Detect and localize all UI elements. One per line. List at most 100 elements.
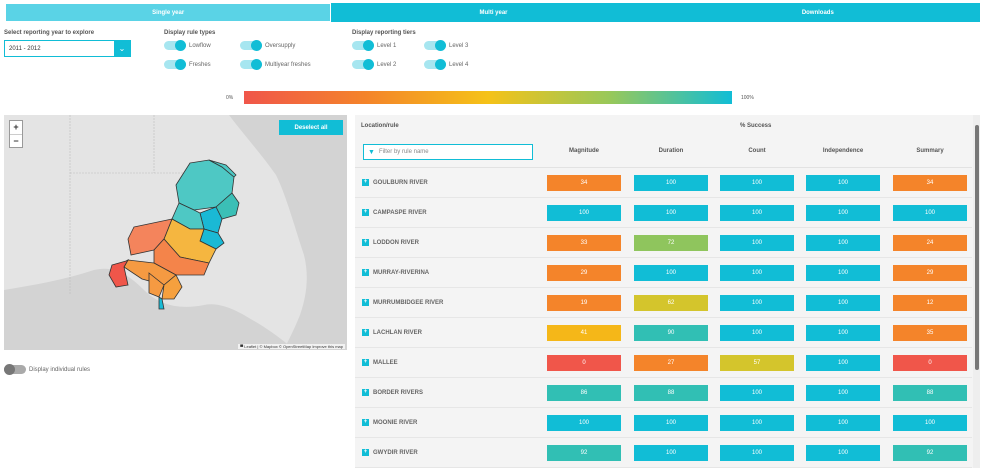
toggle-freshes[interactable]: Freshes: [164, 59, 211, 70]
score-cell[interactable]: 100: [634, 445, 708, 461]
score-cell[interactable]: 100: [806, 355, 880, 371]
toggle-oversupply[interactable]: Oversupply: [240, 40, 295, 51]
table-row[interactable]: + GOULBURN RIVER 34 100 100 100 34: [355, 168, 972, 198]
row-name[interactable]: + LODDON RIVER: [362, 239, 419, 246]
map[interactable]: + − Deselect all ▀ Leaflet | © Mapbox © …: [4, 115, 347, 350]
table-row[interactable]: + CAMPASPE RIVER 100 100 100 100 100: [355, 198, 972, 228]
score-cell[interactable]: 100: [806, 295, 880, 311]
score-cell[interactable]: 100: [893, 415, 967, 431]
score-cell[interactable]: 57: [720, 355, 794, 371]
score-cell[interactable]: 88: [893, 385, 967, 401]
row-name[interactable]: + MURRAY-RIVERINA: [362, 269, 429, 276]
table-row[interactable]: + BORDER RIVERS 86 88 100 100 88: [355, 378, 972, 408]
toggle-switch[interactable]: [424, 40, 446, 51]
expand-icon[interactable]: +: [362, 449, 369, 456]
score-cell[interactable]: 100: [806, 175, 880, 191]
toggle-lowflow[interactable]: Lowflow: [164, 40, 211, 51]
score-cell[interactable]: 100: [806, 415, 880, 431]
toggle-switch[interactable]: [352, 40, 374, 51]
score-cell[interactable]: 24: [893, 235, 967, 251]
score-cell[interactable]: 100: [806, 385, 880, 401]
score-cell[interactable]: 90: [634, 325, 708, 341]
toggle-switch[interactable]: [240, 59, 262, 70]
expand-icon[interactable]: +: [362, 209, 369, 216]
score-cell[interactable]: 100: [720, 385, 794, 401]
score-cell[interactable]: 100: [720, 295, 794, 311]
toggle-multiyear-freshes[interactable]: Multiyear freshes: [240, 59, 311, 70]
score-cell[interactable]: 92: [893, 445, 967, 461]
toggle-level-2[interactable]: Level 2: [352, 59, 396, 70]
deselect-all-button[interactable]: Deselect all: [279, 120, 343, 135]
toggle-switch[interactable]: [240, 40, 262, 51]
expand-icon[interactable]: +: [362, 179, 369, 186]
table-row[interactable]: + LODDON RIVER 33 72 100 100 24: [355, 228, 972, 258]
score-cell[interactable]: 100: [634, 175, 708, 191]
toggle-level-4[interactable]: Level 4: [424, 59, 468, 70]
toggle-switch[interactable]: [352, 59, 374, 70]
score-cell[interactable]: 100: [547, 205, 621, 221]
toggle-switch[interactable]: [424, 59, 446, 70]
tab-single-year[interactable]: Single year: [5, 3, 332, 22]
row-name[interactable]: + BORDER RIVERS: [362, 389, 423, 396]
score-cell[interactable]: 100: [806, 445, 880, 461]
score-cell[interactable]: 100: [806, 235, 880, 251]
score-cell[interactable]: 100: [547, 415, 621, 431]
score-cell[interactable]: 100: [893, 205, 967, 221]
score-cell[interactable]: 100: [720, 265, 794, 281]
score-cell[interactable]: 100: [634, 415, 708, 431]
row-name[interactable]: + MOONIE RIVER: [362, 419, 417, 426]
score-cell[interactable]: 100: [720, 415, 794, 431]
chevron-down-icon[interactable]: ⌄: [114, 41, 130, 56]
row-name[interactable]: + MURRUMBIDGEE RIVER: [362, 299, 443, 306]
score-cell[interactable]: 100: [806, 265, 880, 281]
score-cell[interactable]: 0: [893, 355, 967, 371]
toggle-individual-rules[interactable]: Display individual rules: [4, 364, 90, 375]
zoom-in-button[interactable]: +: [13, 122, 19, 132]
score-cell[interactable]: 88: [634, 385, 708, 401]
score-cell[interactable]: 100: [634, 265, 708, 281]
score-cell[interactable]: 0: [547, 355, 621, 371]
score-cell[interactable]: 92: [547, 445, 621, 461]
expand-icon[interactable]: +: [362, 419, 369, 426]
score-cell[interactable]: 34: [547, 175, 621, 191]
score-cell[interactable]: 35: [893, 325, 967, 341]
score-cell[interactable]: 29: [893, 265, 967, 281]
score-cell[interactable]: 29: [547, 265, 621, 281]
score-cell[interactable]: 86: [547, 385, 621, 401]
score-cell[interactable]: 100: [720, 205, 794, 221]
row-name[interactable]: + CAMPASPE RIVER: [362, 209, 427, 216]
expand-icon[interactable]: +: [362, 239, 369, 246]
score-cell[interactable]: 19: [547, 295, 621, 311]
score-cell[interactable]: 62: [634, 295, 708, 311]
score-cell[interactable]: 33: [547, 235, 621, 251]
row-name[interactable]: + GWYDIR RIVER: [362, 449, 418, 456]
table-row[interactable]: + LACHLAN RIVER 41 90 100 100 35: [355, 318, 972, 348]
toggle-switch[interactable]: [164, 59, 186, 70]
toggle-switch[interactable]: [4, 364, 26, 375]
score-cell[interactable]: 72: [634, 235, 708, 251]
expand-icon[interactable]: +: [362, 269, 369, 276]
score-cell[interactable]: 100: [720, 445, 794, 461]
score-cell[interactable]: 41: [547, 325, 621, 341]
table-row[interactable]: + MURRAY-RIVERINA 29 100 100 100 29: [355, 258, 972, 288]
tab-multi-year[interactable]: Multi year: [479, 9, 508, 16]
filter-input[interactable]: ▼ Filter by rule name: [363, 144, 533, 160]
score-cell[interactable]: 34: [893, 175, 967, 191]
scrollbar[interactable]: [973, 115, 980, 468]
expand-icon[interactable]: +: [362, 299, 369, 306]
expand-icon[interactable]: +: [362, 389, 369, 396]
table-row[interactable]: + GWYDIR RIVER 92 100 100 100 92: [355, 438, 972, 468]
score-cell[interactable]: 100: [720, 325, 794, 341]
expand-icon[interactable]: +: [362, 359, 369, 366]
score-cell[interactable]: 100: [720, 175, 794, 191]
score-cell[interactable]: 100: [806, 325, 880, 341]
tab-downloads[interactable]: Downloads: [801, 9, 834, 16]
toggle-level-3[interactable]: Level 3: [424, 40, 468, 51]
expand-icon[interactable]: +: [362, 329, 369, 336]
toggle-switch[interactable]: [164, 40, 186, 51]
table-row[interactable]: + MOONIE RIVER 100 100 100 100 100: [355, 408, 972, 438]
row-name[interactable]: + MALLEE: [362, 359, 398, 366]
score-cell[interactable]: 27: [634, 355, 708, 371]
map-attribution[interactable]: ▀ Leaflet | © Mapbox © OpenStreetMap Imp…: [238, 344, 345, 349]
scrollbar-thumb[interactable]: [975, 125, 979, 370]
